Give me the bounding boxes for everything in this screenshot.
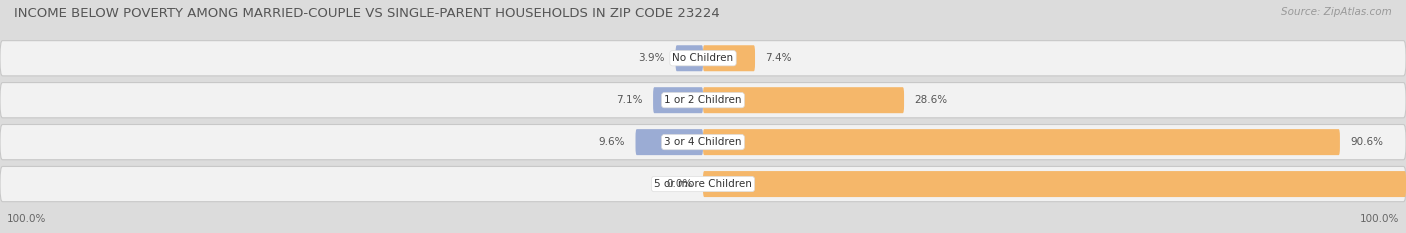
Text: 100.0%: 100.0% xyxy=(7,214,46,224)
Text: Source: ZipAtlas.com: Source: ZipAtlas.com xyxy=(1281,7,1392,17)
Text: 1 or 2 Children: 1 or 2 Children xyxy=(664,95,742,105)
Text: INCOME BELOW POVERTY AMONG MARRIED-COUPLE VS SINGLE-PARENT HOUSEHOLDS IN ZIP COD: INCOME BELOW POVERTY AMONG MARRIED-COUPL… xyxy=(14,7,720,20)
Text: No Children: No Children xyxy=(672,53,734,63)
FancyBboxPatch shape xyxy=(636,129,703,155)
Text: 9.6%: 9.6% xyxy=(599,137,624,147)
Text: 7.4%: 7.4% xyxy=(765,53,792,63)
FancyBboxPatch shape xyxy=(703,129,1340,155)
Text: 5 or more Children: 5 or more Children xyxy=(654,179,752,189)
FancyBboxPatch shape xyxy=(703,45,755,71)
FancyBboxPatch shape xyxy=(0,41,1406,76)
FancyBboxPatch shape xyxy=(652,87,703,113)
Text: 3 or 4 Children: 3 or 4 Children xyxy=(664,137,742,147)
FancyBboxPatch shape xyxy=(0,166,1406,202)
Text: 0.0%: 0.0% xyxy=(666,179,693,189)
FancyBboxPatch shape xyxy=(0,82,1406,118)
Text: 3.9%: 3.9% xyxy=(638,53,665,63)
FancyBboxPatch shape xyxy=(0,124,1406,160)
FancyBboxPatch shape xyxy=(703,87,904,113)
Text: 90.6%: 90.6% xyxy=(1350,137,1384,147)
Text: 28.6%: 28.6% xyxy=(915,95,948,105)
Text: 7.1%: 7.1% xyxy=(616,95,643,105)
FancyBboxPatch shape xyxy=(675,45,703,71)
FancyBboxPatch shape xyxy=(703,171,1406,197)
Text: 100.0%: 100.0% xyxy=(1360,214,1399,224)
